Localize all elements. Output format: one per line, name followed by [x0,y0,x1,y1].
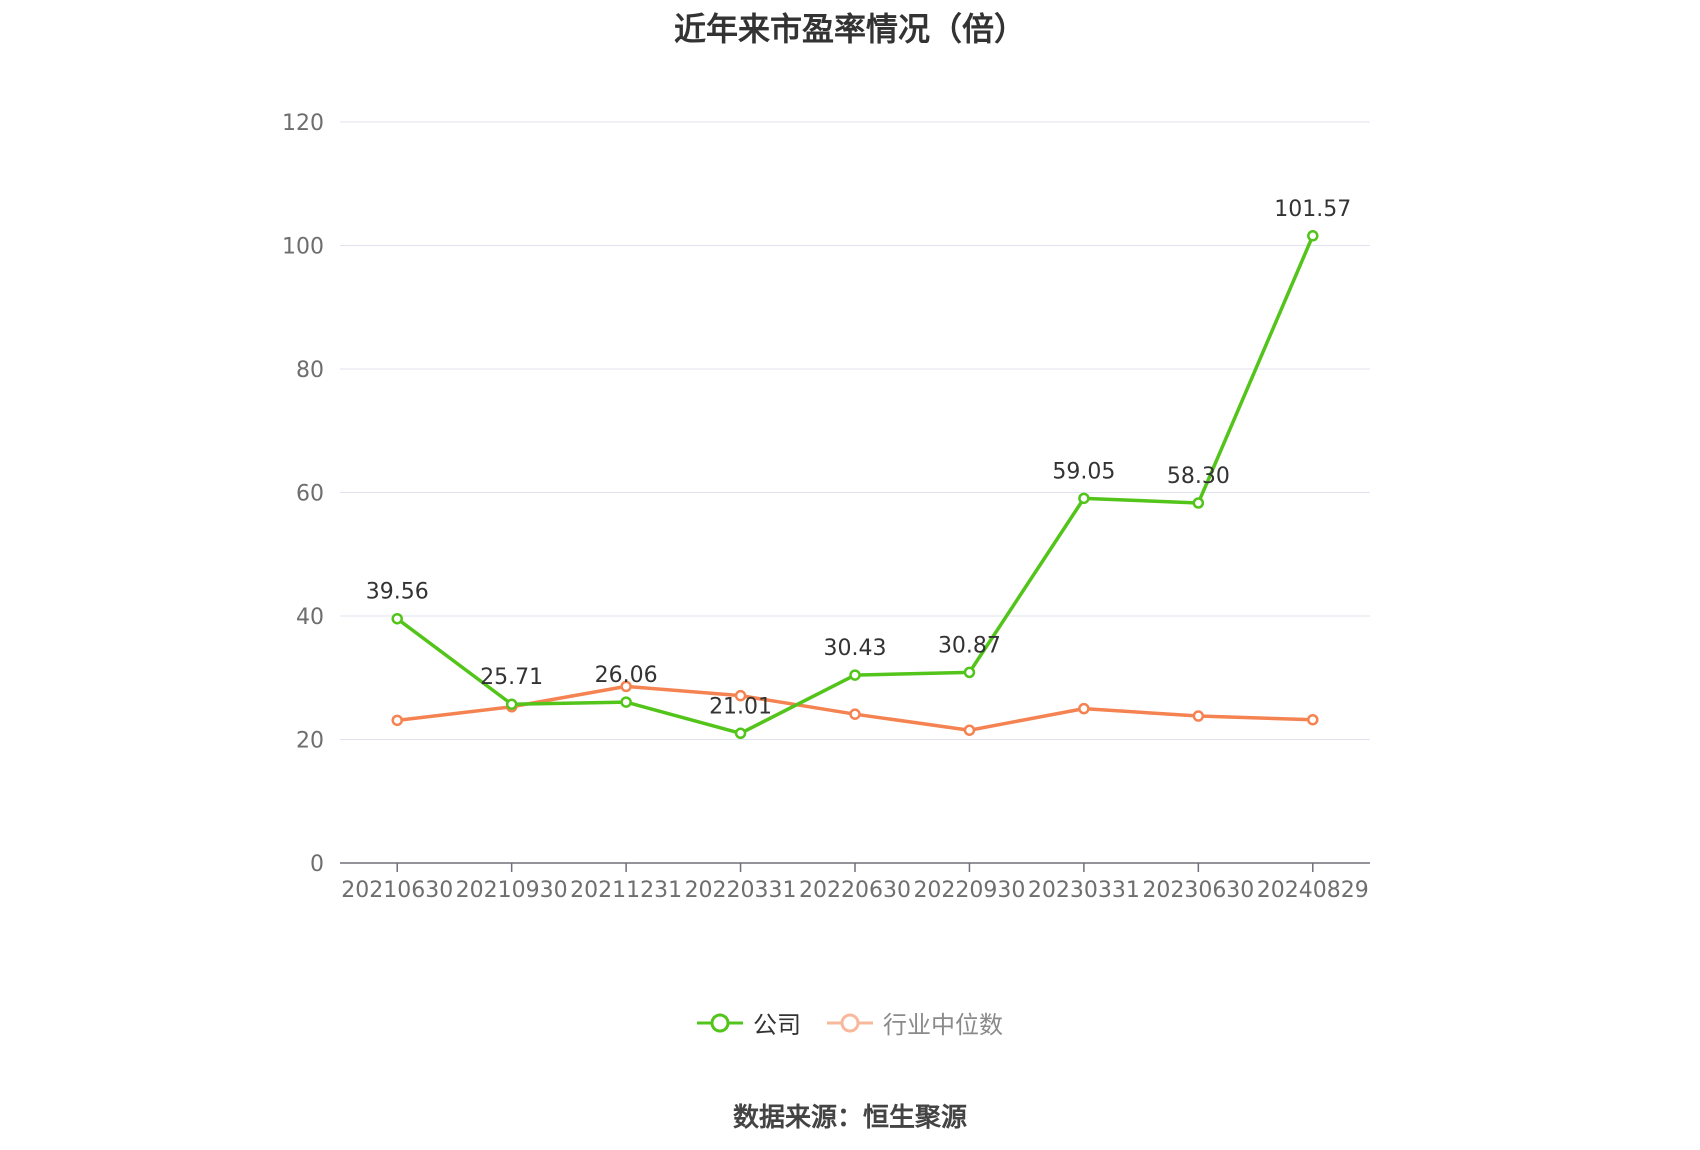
legend-label-company: 公司 [753,1011,801,1039]
x-tick-label: 20230331 [1028,878,1140,903]
y-tick-label: 20 [296,729,324,754]
data-source: 数据来源：恒生聚源 [732,1103,967,1133]
data-labels: 39.56 25.71 26.06 21.01 30.43 30.87 59.05 58.30… [366,197,1352,719]
data-point[interactable] [849,708,861,720]
data-point[interactable] [963,666,976,679]
x-tick-label: 20240829 [1257,878,1369,903]
data-point[interactable] [1078,492,1090,505]
data-point[interactable] [734,727,747,740]
data-point[interactable] [391,612,403,625]
legend-item-company[interactable]: 公司 [697,1005,801,1040]
data-label: 21.01 [709,694,772,719]
data-point[interactable] [620,680,632,693]
data-point[interactable] [963,724,976,736]
data-point[interactable] [620,696,632,708]
data-label: 30.87 [938,633,1001,658]
x-tick-label: 20210630 [341,878,453,903]
data-point[interactable] [1307,230,1319,242]
y-tick-label: 120 [282,111,324,136]
y-tick-label: 80 [296,358,324,383]
data-label: 26.06 [595,663,658,688]
data-point[interactable] [734,689,747,702]
data-point[interactable] [1192,497,1205,509]
data-point[interactable] [1307,713,1319,726]
x-tick-label: 20220930 [913,878,1025,903]
data-point[interactable] [849,669,861,681]
series-line-industry-median [397,684,1313,732]
data-label: 59.05 [1052,459,1115,484]
data-point[interactable] [505,698,518,710]
grid-lines [340,121,1370,740]
series-lines [391,230,1319,740]
legend-label-industry-median: 行业中位数 [883,1011,1003,1039]
data-label: 30.43 [824,636,887,661]
data-point[interactable] [1192,710,1205,722]
y-tick-label: 100 [282,235,324,260]
x-tick-label: 20230630 [1142,878,1254,903]
x-tick-label: 20220331 [685,878,797,903]
data-label: 25.71 [480,665,543,690]
data-point[interactable] [391,714,403,727]
x-tick-label: 20220630 [799,878,911,903]
chart-title: 近年来市盈率情况（倍） [673,10,1026,48]
legend-marker-company-icon [697,1013,743,1032]
legend-item-industry-median[interactable]: 行业中位数 [827,1005,1003,1040]
y-tick-label: 0 [310,852,324,877]
x-tick-label: 20210930 [456,878,568,903]
y-tick-label: 40 [296,605,324,630]
data-label: 58.30 [1167,464,1230,489]
y-tick-label: 60 [296,482,324,507]
data-point[interactable] [1078,702,1090,715]
legend: 公司 行业中位数 [0,1005,1700,1040]
legend-marker-industry-median-icon [827,1013,873,1032]
x-tick-label: 20211231 [570,878,682,903]
data-label: 39.56 [366,580,429,605]
data-label: 101.57 [1274,197,1351,222]
